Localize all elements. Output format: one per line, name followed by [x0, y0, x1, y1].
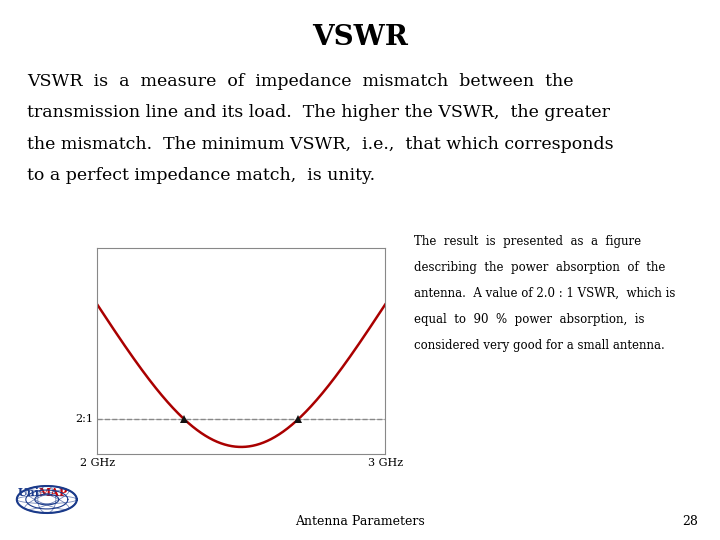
Text: antenna.  A value of 2.0 : 1 VSWR,  which is: antenna. A value of 2.0 : 1 VSWR, which … — [414, 287, 675, 300]
Text: Uni: Uni — [18, 487, 40, 498]
Text: 2:1: 2:1 — [76, 414, 94, 424]
Text: VSWR  is  a  measure  of  impedance  mismatch  between  the: VSWR is a measure of impedance mismatch … — [27, 73, 574, 90]
Text: to a perfect impedance match,  is unity.: to a perfect impedance match, is unity. — [27, 167, 376, 184]
Text: MAP: MAP — [39, 487, 68, 498]
Text: the mismatch.  The minimum VSWR,  i.e.,  that which corresponds: the mismatch. The minimum VSWR, i.e., th… — [27, 136, 614, 152]
Text: VSWR: VSWR — [312, 24, 408, 51]
Text: considered very good for a small antenna.: considered very good for a small antenna… — [414, 339, 665, 352]
Text: 28: 28 — [683, 515, 698, 528]
Text: transmission line and its load.  The higher the VSWR,  the greater: transmission line and its load. The high… — [27, 104, 611, 121]
Text: Antenna Parameters: Antenna Parameters — [295, 515, 425, 528]
Text: describing  the  power  absorption  of  the: describing the power absorption of the — [414, 261, 665, 274]
Text: The  result  is  presented  as  a  figure: The result is presented as a figure — [414, 235, 641, 248]
Text: equal  to  90  %  power  absorption,  is: equal to 90 % power absorption, is — [414, 313, 644, 326]
